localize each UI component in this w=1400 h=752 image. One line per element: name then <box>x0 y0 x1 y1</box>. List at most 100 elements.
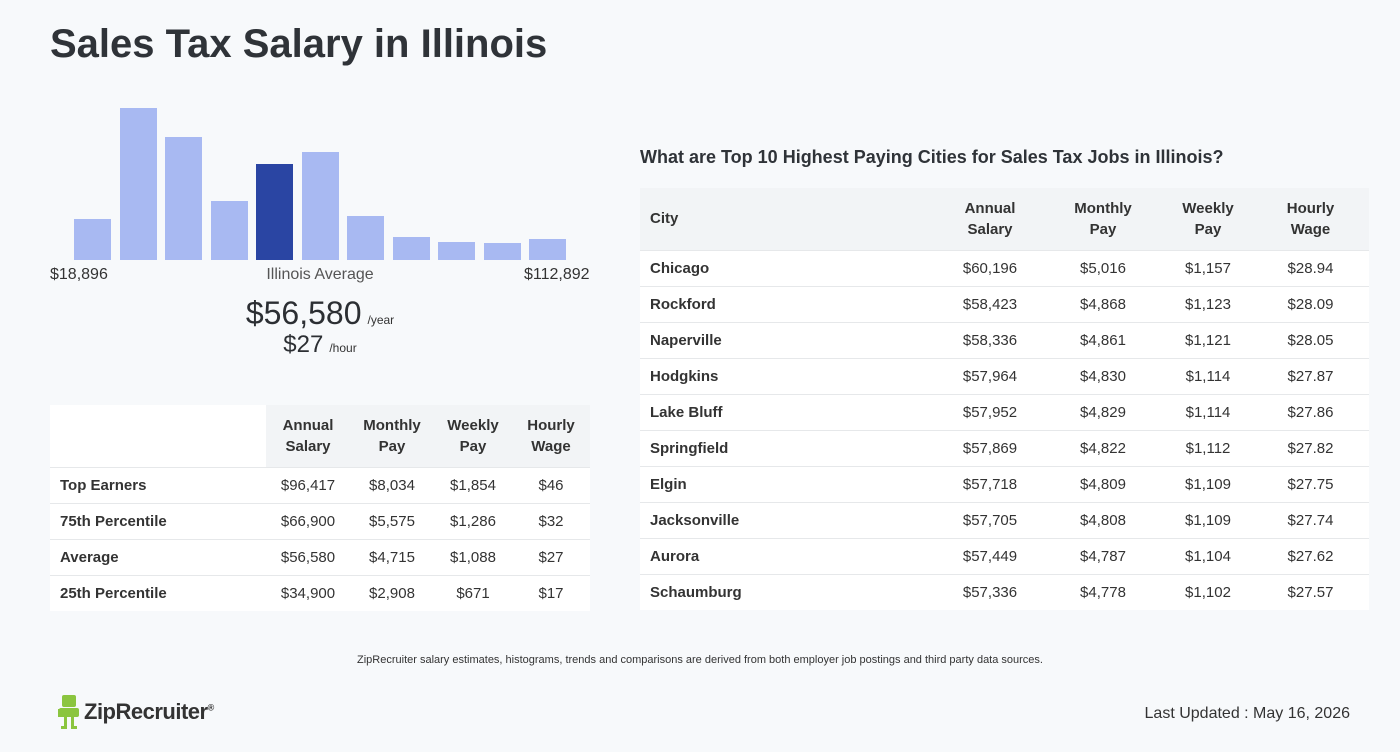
annual-salary-cell: $57,336 <box>938 573 1042 610</box>
row-label: Average <box>50 538 266 575</box>
average-yearly: $56,580/year <box>0 295 640 332</box>
monthly-pay-cell: $4,809 <box>1042 465 1164 502</box>
percentile-row: Top Earners $96,417 $8,034 $1,854 $46 <box>50 466 590 503</box>
weekly-pay-cell: $1,112 <box>1164 429 1252 466</box>
hourly-wage-cell: $27.62 <box>1252 537 1369 574</box>
header-monthly-pay: Monthly Pay <box>350 405 434 467</box>
city-name-cell: Lake Bluff <box>640 393 938 430</box>
city-row: Schaumburg $57,336 $4,778 $1,102 $27.57 <box>640 573 1369 610</box>
annual-salary-cell: $66,900 <box>266 502 350 539</box>
header-weekly-pay: Weekly Pay <box>434 405 512 467</box>
city-name-cell: Hodgkins <box>640 357 938 394</box>
header-hourly-wage: Hourly Wage <box>512 405 590 467</box>
header-weekly-pay: Weekly Pay <box>1164 188 1252 250</box>
header-blank <box>50 405 266 467</box>
average-hourly-unit: /hour <box>329 341 357 355</box>
header-hourly-wage: Hourly Wage <box>1252 188 1369 250</box>
annual-salary-cell: $96,417 <box>266 466 350 503</box>
histogram-bar <box>301 152 339 260</box>
hourly-wage-cell: $27.86 <box>1252 393 1369 430</box>
annual-salary-cell: $57,449 <box>938 537 1042 574</box>
city-name-cell: Rockford <box>640 285 938 322</box>
weekly-pay-cell: $1,109 <box>1164 465 1252 502</box>
page-title: Sales Tax Salary in Illinois <box>50 22 548 66</box>
weekly-pay-cell: $1,114 <box>1164 393 1252 430</box>
monthly-pay-cell: $5,575 <box>350 502 434 539</box>
average-yearly-value: $56,580 <box>245 295 362 331</box>
monthly-pay-cell: $4,861 <box>1042 321 1164 358</box>
row-label: 25th Percentile <box>50 574 266 611</box>
ziprecruiter-mascot-icon <box>58 695 79 729</box>
weekly-pay-cell: $1,102 <box>1164 573 1252 610</box>
annual-salary-cell: $34,900 <box>266 574 350 611</box>
monthly-pay-cell: $4,822 <box>1042 429 1164 466</box>
hourly-wage-cell: $46 <box>512 466 590 503</box>
annual-salary-cell: $57,718 <box>938 465 1042 502</box>
percentile-table: Annual Salary Monthly Pay Weekly Pay Hourly… <box>50 405 590 611</box>
hourly-wage-cell: $28.09 <box>1252 285 1369 322</box>
annual-salary-cell: $57,964 <box>938 357 1042 394</box>
hourly-wage-cell: $27.75 <box>1252 465 1369 502</box>
weekly-pay-cell: $1,088 <box>434 538 512 575</box>
city-row: Rockford $58,423 $4,868 $1,123 $28.09 <box>640 285 1369 322</box>
city-name-cell: Naperville <box>640 321 938 358</box>
city-name-cell: Elgin <box>640 465 938 502</box>
monthly-pay-cell: $4,830 <box>1042 357 1164 394</box>
row-label: Top Earners <box>50 466 266 503</box>
hourly-wage-cell: $27.82 <box>1252 429 1369 466</box>
histogram-bar <box>165 136 202 260</box>
weekly-pay-cell: $1,286 <box>434 502 512 539</box>
monthly-pay-cell: $4,829 <box>1042 393 1164 430</box>
histogram-bar <box>392 237 430 260</box>
hourly-wage-cell: $27.74 <box>1252 501 1369 538</box>
percentile-row: 75th Percentile $66,900 $5,575 $1,286 $32 <box>50 502 590 539</box>
histogram-bar <box>347 215 384 260</box>
last-updated: Last Updated : May 16, 2026 <box>1144 705 1350 722</box>
city-name-cell: Schaumburg <box>640 573 938 610</box>
weekly-pay-cell: $671 <box>434 574 512 611</box>
hourly-wage-cell: $32 <box>512 502 590 539</box>
monthly-pay-cell: $8,034 <box>350 466 434 503</box>
histogram-bar <box>74 218 111 260</box>
average-yearly-unit: /year <box>367 313 395 327</box>
histogram-bar <box>119 108 157 260</box>
weekly-pay-cell: $1,109 <box>1164 501 1252 538</box>
histogram-bar <box>256 164 293 260</box>
row-label: 75th Percentile <box>50 502 266 539</box>
histogram-bar <box>483 243 521 260</box>
monthly-pay-cell: $4,808 <box>1042 501 1164 538</box>
weekly-pay-cell: $1,114 <box>1164 357 1252 394</box>
header-city: City <box>640 188 938 250</box>
cities-table-header: City Annual Salary Monthly Pay Weekly Pay H… <box>640 188 1369 250</box>
ziprecruiter-logo[interactable]: ZipRecruiter® <box>58 695 214 729</box>
monthly-pay-cell: $4,787 <box>1042 537 1164 574</box>
header-monthly-pay: Monthly Pay <box>1042 188 1164 250</box>
salary-histogram <box>74 100 570 260</box>
histogram-bar <box>438 241 475 260</box>
header-annual-salary: Annual Salary <box>266 405 350 467</box>
monthly-pay-cell: $4,778 <box>1042 573 1164 610</box>
annual-salary-cell: $57,952 <box>938 393 1042 430</box>
histogram-max-label: $112,892 <box>524 266 590 283</box>
city-name-cell: Aurora <box>640 537 938 574</box>
histogram-average-label: Illinois Average <box>266 266 374 283</box>
data-source-disclaimer: ZipRecruiter salary estimates, histogram… <box>357 654 1043 666</box>
weekly-pay-cell: $1,104 <box>1164 537 1252 574</box>
weekly-pay-cell: $1,854 <box>434 466 512 503</box>
city-name-cell: Jacksonville <box>640 501 938 538</box>
hourly-wage-cell: $28.94 <box>1252 249 1369 286</box>
annual-salary-cell: $60,196 <box>938 249 1042 286</box>
percentile-row: Average $56,580 $4,715 $1,088 $27 <box>50 538 590 575</box>
monthly-pay-cell: $4,868 <box>1042 285 1164 322</box>
city-row: Lake Bluff $57,952 $4,829 $1,114 $27.86 <box>640 393 1369 430</box>
annual-salary-cell: $57,869 <box>938 429 1042 466</box>
histogram-bar <box>529 238 566 260</box>
percentile-row: 25th Percentile $34,900 $2,908 $671 $17 <box>50 574 590 611</box>
percentile-table-header: Annual Salary Monthly Pay Weekly Pay Hourly… <box>50 405 590 467</box>
annual-salary-cell: $58,423 <box>938 285 1042 322</box>
city-row: Hodgkins $57,964 $4,830 $1,114 $27.87 <box>640 357 1369 394</box>
logo-text: ZipRecruiter® <box>84 699 214 724</box>
monthly-pay-cell: $5,016 <box>1042 249 1164 286</box>
weekly-pay-cell: $1,157 <box>1164 249 1252 286</box>
annual-salary-cell: $57,705 <box>938 501 1042 538</box>
